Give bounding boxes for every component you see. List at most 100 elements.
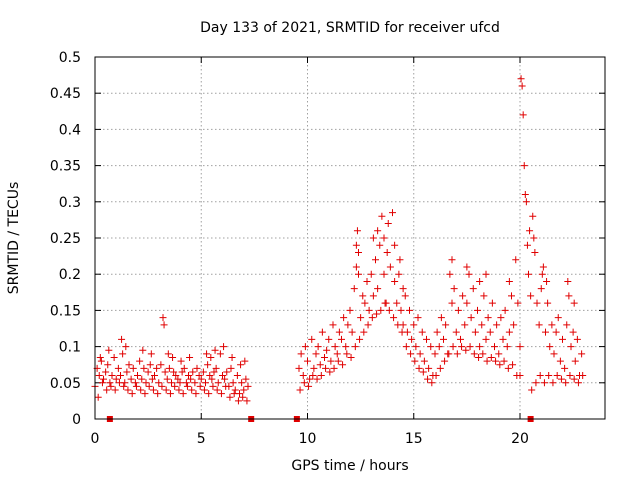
data-point [138,375,146,383]
data-point [230,390,238,398]
data-point [207,353,215,361]
data-point [559,335,566,343]
data-point [579,372,587,380]
data-point [367,270,375,278]
data-point [185,372,192,380]
data-point [486,328,494,336]
data-point [159,314,167,322]
data-point [352,241,360,249]
data-point [487,353,495,361]
data-point [242,375,250,383]
data-point [141,390,149,398]
data-point [145,382,153,390]
data-point [330,364,338,372]
data-point [240,386,248,394]
data-point [117,372,124,380]
data-point [391,241,399,249]
data-point [103,386,111,394]
data-point [221,375,229,383]
data-point [393,299,401,307]
data-point [127,375,135,383]
y-tick-label: 0.3 [59,195,81,211]
data-point [562,379,570,387]
data-point [425,364,433,372]
grid [95,57,605,419]
data-point [365,306,373,314]
data-point [176,379,184,387]
data-point [179,390,187,398]
data-point [297,350,305,358]
data-point [574,379,582,387]
data-point [433,328,441,336]
data-point [359,292,367,300]
data-point [518,82,526,90]
x-tick-label: 0 [91,431,100,447]
data-point [542,328,549,336]
data-point [299,372,307,380]
data-point [203,350,211,358]
data-point [557,375,565,383]
data-point [497,314,505,322]
data-point [104,361,112,369]
data-point [463,263,471,271]
data-point [573,335,581,343]
data-point [228,353,236,361]
data-point [399,285,407,293]
data-point [234,397,242,405]
data-point [334,357,342,365]
axis-ticks: 0 5 10 15 20 0 0.05 0.1 0.15 0.2 0.25 0.3 0.35 0.4 0.4… [50,50,605,447]
data-point [428,379,436,387]
data-point [182,379,190,387]
data-point [216,350,224,358]
data-point [565,292,573,300]
data-point [105,346,113,354]
data-point [529,212,537,220]
data-point [241,357,249,365]
data-point [474,306,481,314]
data-point [125,361,133,369]
data-point [495,350,503,358]
data-point [160,321,168,329]
data-point [333,350,341,358]
data-point [516,343,524,351]
data-point [223,368,231,376]
data-point [522,198,530,206]
data-point [140,364,148,372]
data-point [202,379,209,387]
data-point [532,379,540,387]
data-point [304,357,311,365]
data-point [118,335,126,343]
data-point [295,364,303,372]
data-point [239,393,247,401]
data-point [492,357,500,365]
data-point [193,364,201,372]
data-point [569,328,577,336]
data-point [423,335,430,343]
data-point [520,162,528,170]
x-tick-label: 20 [511,431,529,447]
data-point [355,248,362,256]
data-point [471,328,479,336]
data-point [396,256,404,264]
data-points [91,75,587,405]
data-point [161,368,169,376]
data-point [200,386,208,394]
data-point [244,382,252,390]
data-point [132,382,140,390]
data-point [355,270,362,278]
data-point [211,346,219,354]
data-point [229,379,237,387]
data-point [553,372,561,380]
data-point [441,357,449,365]
chart-title: Day 133 of 2021, SRMTID for receiver ufc… [200,20,500,36]
data-point [467,314,475,322]
data-point [508,292,515,300]
data-point [435,343,443,351]
data-point [188,386,196,394]
data-point [237,361,245,369]
data-point [528,386,536,394]
data-point [420,357,428,365]
data-point [410,321,418,329]
data-point [183,382,191,390]
